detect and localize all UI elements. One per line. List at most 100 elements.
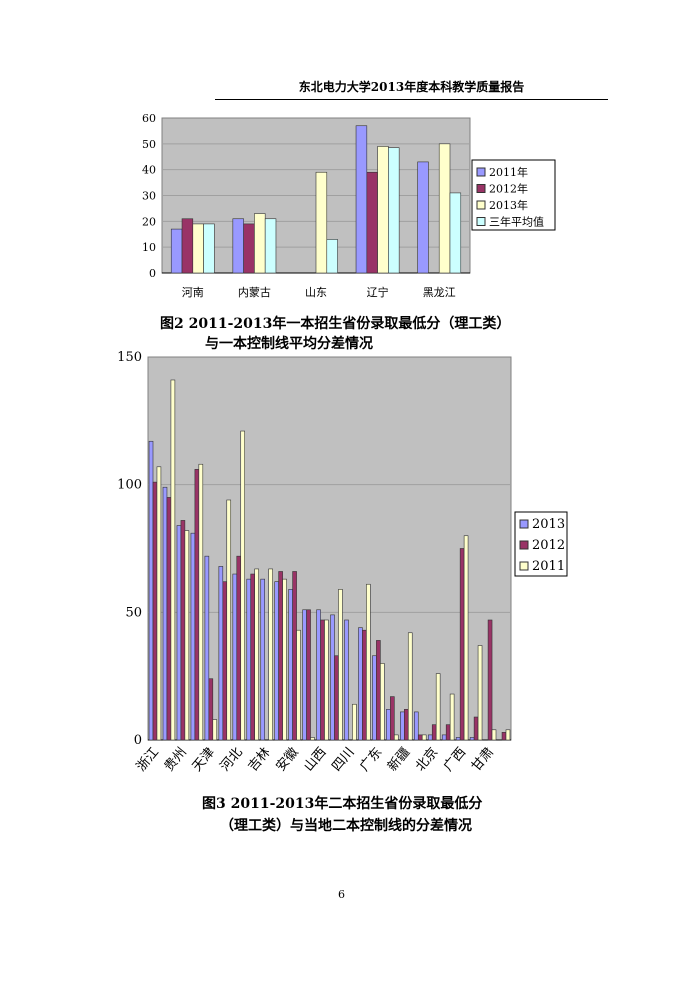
bar bbox=[334, 655, 339, 741]
bar bbox=[324, 619, 329, 741]
bar bbox=[394, 734, 399, 741]
bar bbox=[310, 737, 315, 741]
bar bbox=[344, 619, 349, 741]
bar bbox=[232, 218, 244, 274]
bar bbox=[376, 640, 381, 741]
legend-swatch bbox=[476, 200, 486, 210]
y-tick-label: 0 bbox=[149, 267, 156, 280]
bar bbox=[264, 218, 277, 274]
bar bbox=[477, 645, 483, 741]
figure-3-caption-line2: （理工类）与当地二本控制线的分差情况 bbox=[220, 818, 472, 834]
bar bbox=[326, 239, 338, 274]
legend-swatch bbox=[476, 167, 486, 177]
bar bbox=[372, 655, 377, 741]
bar bbox=[407, 632, 413, 741]
y-tick-label: 20 bbox=[142, 215, 156, 228]
y-tick-label: 50 bbox=[142, 138, 156, 151]
bar bbox=[190, 532, 196, 741]
bar bbox=[491, 729, 497, 741]
bar bbox=[330, 614, 335, 741]
bar bbox=[170, 228, 183, 274]
bar bbox=[352, 703, 357, 741]
y-tick-label: 150 bbox=[117, 350, 142, 365]
bar bbox=[445, 724, 451, 741]
bar bbox=[254, 568, 259, 741]
bar bbox=[278, 571, 283, 741]
x-category-label: 贵州 bbox=[162, 745, 190, 775]
bar bbox=[427, 734, 433, 741]
bar bbox=[404, 709, 409, 741]
bar bbox=[315, 171, 328, 274]
x-category-label: 黑龙江 bbox=[423, 286, 456, 299]
bar bbox=[362, 629, 367, 741]
bar bbox=[192, 223, 204, 274]
legend-label: 2012年 bbox=[489, 182, 528, 196]
bar bbox=[260, 578, 265, 741]
x-category-label: 吉林 bbox=[246, 745, 274, 775]
bar bbox=[487, 619, 493, 741]
bar bbox=[377, 146, 389, 274]
bar bbox=[268, 568, 273, 741]
header-rule bbox=[215, 99, 608, 100]
bar bbox=[473, 716, 479, 741]
legend-label: 2012 bbox=[532, 538, 565, 553]
y-tick-label: 60 bbox=[142, 112, 156, 125]
bar bbox=[222, 581, 228, 741]
bar bbox=[355, 125, 368, 274]
x-category-label: 北京 bbox=[413, 745, 441, 775]
bar bbox=[302, 609, 307, 741]
bar bbox=[204, 555, 210, 741]
bar bbox=[194, 469, 200, 741]
page-number: 6 bbox=[338, 888, 345, 901]
bar bbox=[505, 729, 511, 741]
bar bbox=[431, 724, 437, 741]
bar bbox=[208, 678, 214, 741]
bar bbox=[152, 481, 158, 741]
bar bbox=[463, 535, 469, 741]
legend-label: 2013年 bbox=[489, 198, 528, 212]
bar bbox=[162, 486, 168, 741]
bar bbox=[449, 693, 455, 741]
y-tick-label: 40 bbox=[142, 164, 156, 177]
figure-2-caption-line1: 图2 2011-2013年一本招生省份录取最低分（理工类） bbox=[160, 316, 511, 332]
bar bbox=[184, 530, 190, 741]
bar bbox=[254, 213, 266, 274]
bar bbox=[288, 589, 293, 741]
y-tick-label: 0 bbox=[134, 733, 142, 748]
bar bbox=[226, 499, 232, 741]
y-tick-label: 10 bbox=[142, 241, 156, 254]
bar bbox=[421, 734, 427, 741]
legend-swatch bbox=[476, 217, 486, 226]
bar bbox=[282, 578, 287, 741]
bar bbox=[417, 734, 423, 741]
bar bbox=[417, 161, 429, 274]
bar bbox=[358, 627, 363, 741]
x-category-label: 广西 bbox=[441, 745, 469, 775]
bar bbox=[236, 555, 242, 741]
bar bbox=[274, 581, 279, 741]
figure-2-caption-line2: 与一本控制线平均分差情况 bbox=[205, 336, 373, 352]
bar bbox=[414, 711, 419, 741]
bar bbox=[316, 609, 321, 741]
bar bbox=[203, 223, 215, 274]
bar bbox=[180, 520, 186, 741]
bar bbox=[388, 147, 400, 274]
bar bbox=[435, 673, 441, 741]
legend-swatch bbox=[519, 540, 529, 550]
legend-label: 2011 bbox=[532, 559, 565, 574]
x-category-label: 新疆 bbox=[384, 744, 413, 774]
bar bbox=[166, 497, 172, 741]
bar bbox=[449, 192, 462, 274]
x-category-label: 内蒙古 bbox=[238, 285, 271, 299]
bar bbox=[380, 663, 385, 741]
bar bbox=[441, 734, 447, 741]
x-category-label: 安徽 bbox=[273, 745, 301, 775]
bar bbox=[156, 466, 162, 741]
figure-3-caption-line1: 图3 2011-2013年二本招生省份录取最低分 bbox=[202, 796, 483, 812]
x-category-label: 广东 bbox=[357, 745, 385, 775]
running-header: 东北电力大学2013年度本科教学质量报告 bbox=[298, 80, 525, 94]
x-category-label: 天津 bbox=[190, 745, 218, 775]
legend-label: 三年平均值 bbox=[489, 215, 544, 229]
legend-label: 2013 bbox=[532, 517, 565, 532]
